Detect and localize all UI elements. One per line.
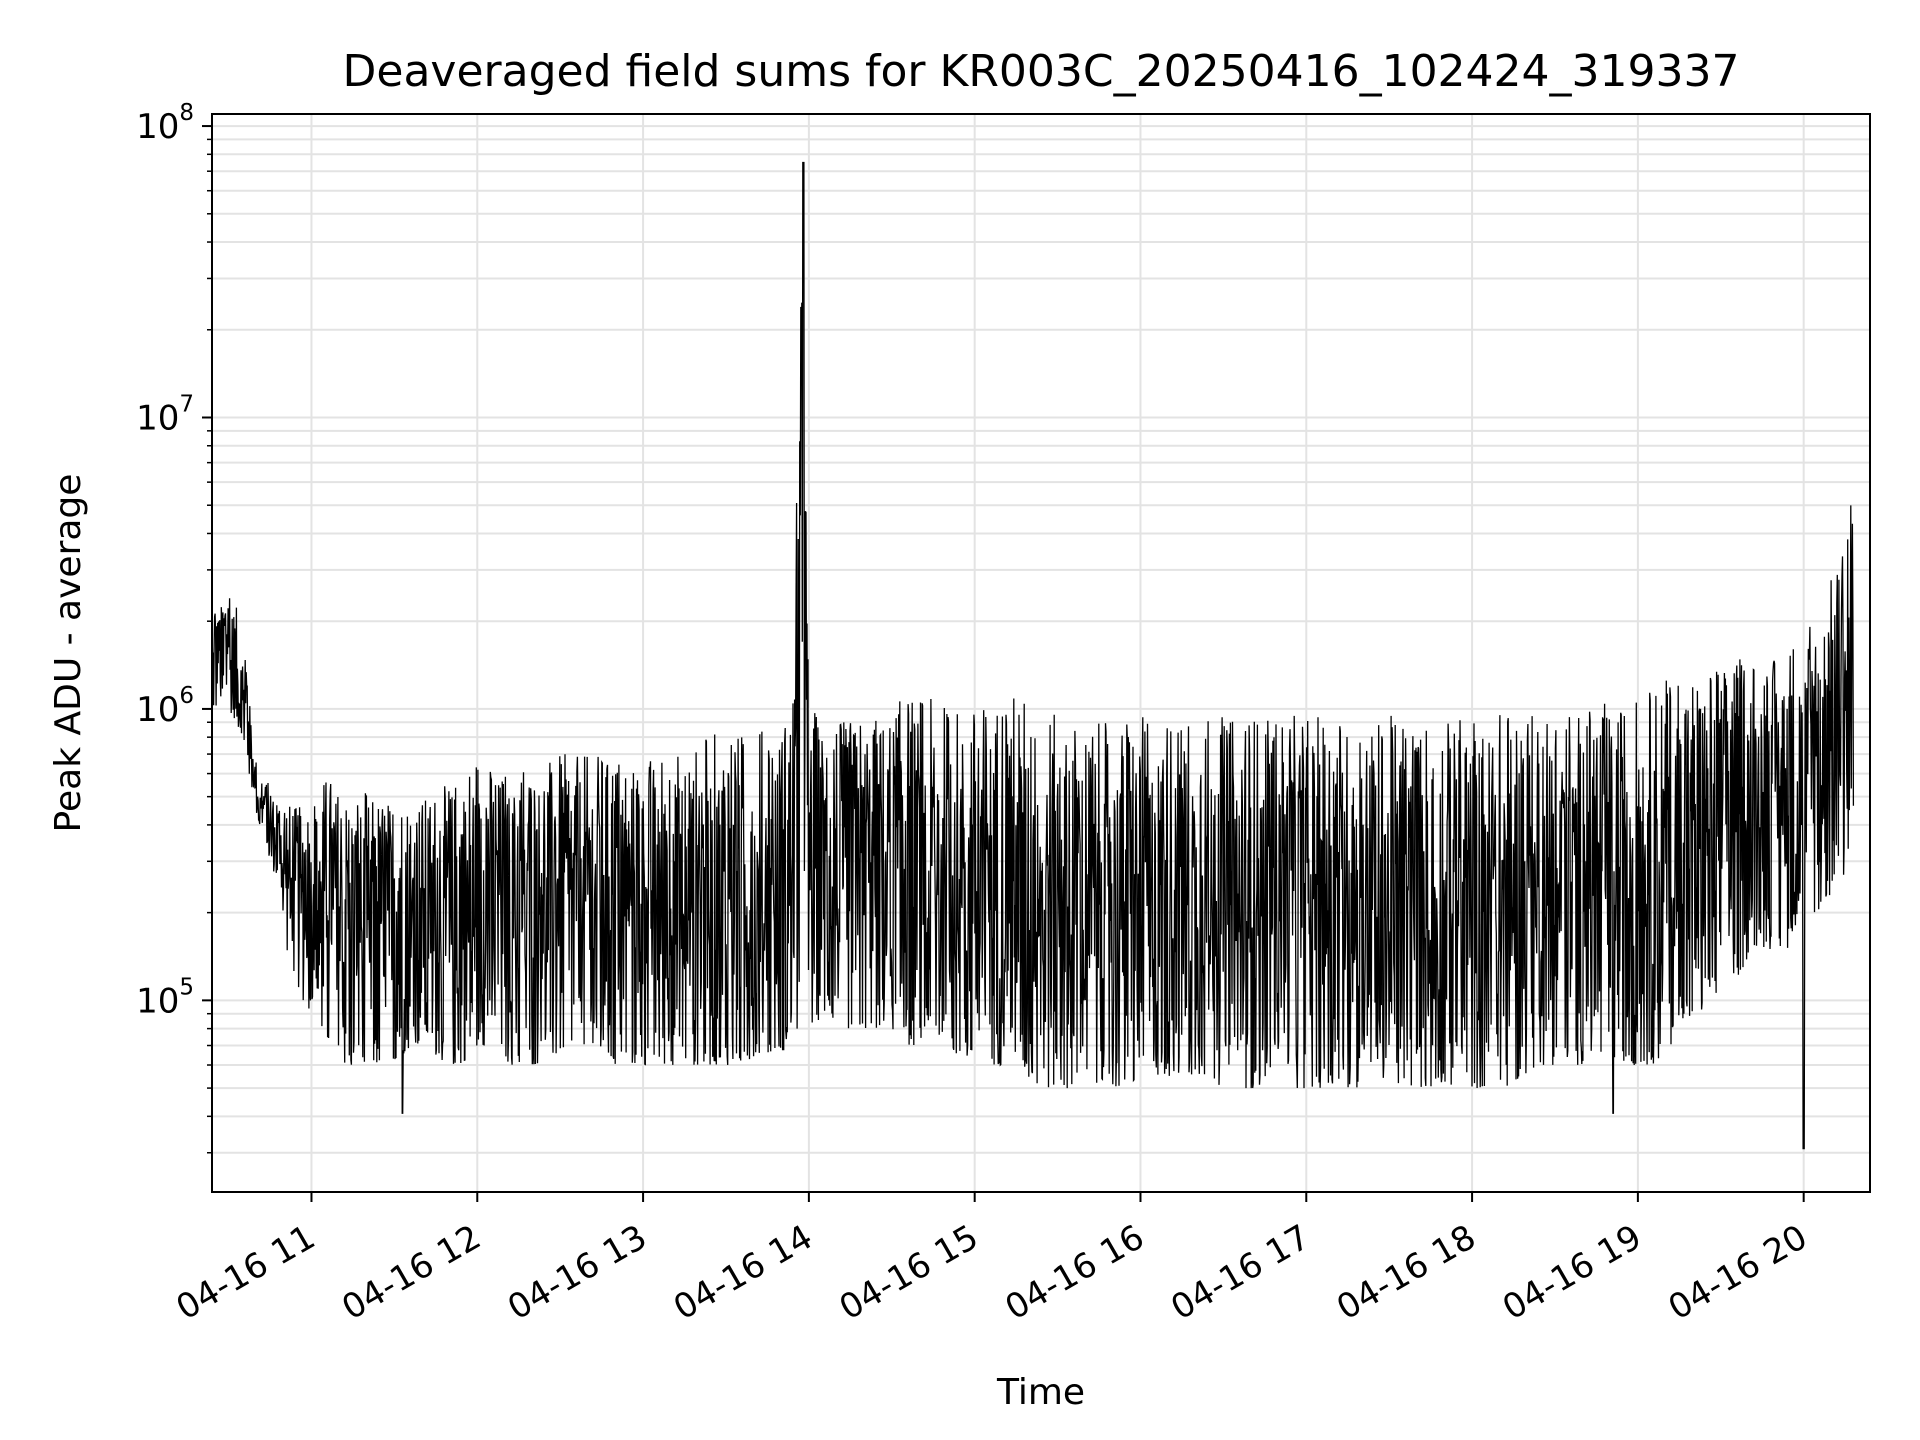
y-tick-label: 108: [136, 100, 194, 147]
x-axis-label: Time: [996, 1372, 1085, 1413]
y-axis-label: Peak ADU - average: [48, 474, 89, 833]
y-tick-label: 106: [136, 683, 194, 730]
series-line: [211, 161, 1855, 1150]
plot-area: [211, 161, 1855, 1150]
chart-title: Deaveraged field sums for KR003C_2025041…: [343, 46, 1740, 97]
y-tick-label: 105: [136, 974, 194, 1021]
plot-frame: [211, 113, 1871, 1193]
y-axis-ticks: 105 106 107 108: [136, 100, 212, 1021]
y-tick-label: 107: [136, 391, 194, 438]
